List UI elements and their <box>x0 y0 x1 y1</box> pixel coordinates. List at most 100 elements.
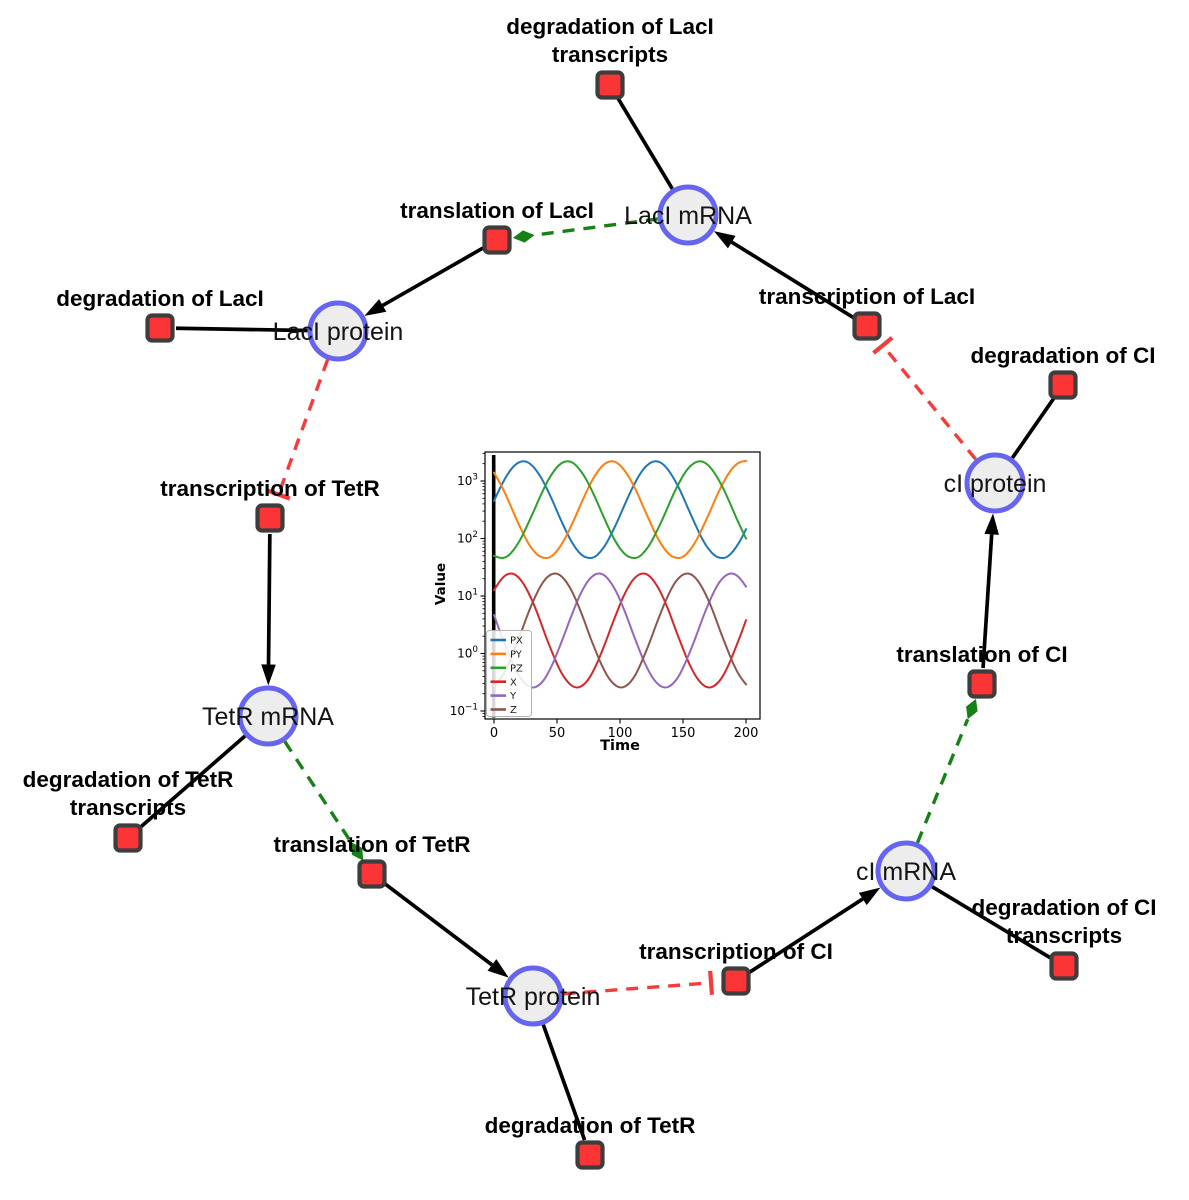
edge-catalysis-tetR_mRNA-to-transl_tetR-diamond-icon <box>351 842 364 861</box>
y-tick-label: 101 <box>457 588 478 604</box>
reaction-label-deg_lacI_tr: transcripts <box>552 42 668 67</box>
species-label-tetR_protein: TetR protein <box>466 983 601 1011</box>
species-label-lacI_mRNA: LacI mRNA <box>624 202 752 230</box>
chart-series-PY <box>493 459 747 560</box>
reaction-label-deg_tetR: degradation of TetR <box>485 1113 696 1138</box>
chart-x-axis-label: Time <box>600 738 640 754</box>
reaction-node-transc_cI <box>721 966 751 996</box>
legend-label-Z: Z <box>510 705 517 716</box>
edge-production-transc_lacI-to-lacI_mRNA-arrowhead-icon <box>713 231 736 249</box>
species-node-lacI_protein <box>307 300 369 362</box>
edge-consumption-cI_mRNA-to-deg_cI_tr <box>931 885 1052 960</box>
chart-series-PZ <box>493 460 747 560</box>
reaction-node-transc_tetR <box>255 503 285 533</box>
edge-production-transl_cI-to-cI_protein-arrowhead-icon <box>984 513 999 535</box>
edge-inhibition-tetR_protein-to-transc_cI <box>563 981 712 996</box>
reaction-label-transl_tetR: translation of TetR <box>273 832 470 857</box>
edge-production-transl_cI-to-cI_protein <box>981 534 994 669</box>
chart-frame <box>484 451 761 720</box>
species-label-cI_mRNA: cI mRNA <box>856 858 956 886</box>
edge-catalysis-tetR_mRNA-to-transl_tetR <box>283 740 353 844</box>
edge-consumption-cI_protein-to-deg_cI <box>1010 397 1056 459</box>
edge-consumption-lacI_protein-to-deg_lacI <box>175 326 308 333</box>
edge-production-transc_cI-to-cI_mRNA <box>748 897 864 974</box>
edge-inhibition-lacI_protein-to-transc_tetR <box>276 359 330 496</box>
edge-production-transc_cI-to-cI_mRNA-arrowhead-icon <box>858 887 881 906</box>
reaction-node-transc_lacI <box>852 311 882 341</box>
edge-production-transl_tetR-to-tetR_protein <box>383 882 494 967</box>
edge-production-transl_lacI-to-lacI_protein-arrowhead-icon <box>364 299 387 316</box>
reaction-label-transc_lacI: transcription of LacI <box>759 284 975 309</box>
edge-production-transl_lacI-to-lacI_protein <box>381 246 485 308</box>
edge-inhibition-cI_protein-to-transc_lacI-tbar-icon <box>872 336 894 355</box>
reaction-label-transl_lacI: translation of LacI <box>400 198 594 223</box>
edge-inhibition-cI_protein-to-transc_lacI <box>881 344 978 461</box>
species-node-cI_protein <box>964 452 1026 514</box>
reaction-label-deg_tetR_tr: transcripts <box>70 795 186 820</box>
legend-label-PX: PX <box>510 636 523 647</box>
y-tick-label: 102 <box>457 530 478 546</box>
reaction-node-deg_lacI <box>145 313 175 343</box>
reaction-label-deg_tetR_tr: degradation of TetR <box>23 767 234 792</box>
edge-production-transc_lacI-to-lacI_mRNA <box>730 240 855 320</box>
reaction-label-deg_lacI: degradation of LacI <box>56 286 264 311</box>
edge-consumption-tetR_mRNA-to-deg_tetR_tr <box>138 734 247 829</box>
reaction-node-transl_cI <box>967 669 997 699</box>
edge-catalysis-lacI_mRNA-to-transl_lacI-diamond-icon <box>512 230 535 243</box>
y-tick-label: 10−1 <box>450 703 478 719</box>
x-tick-label: 100 <box>608 726 633 741</box>
edge-consumption-tetR_protein-to-deg_tetR <box>541 1024 587 1141</box>
species-node-tetR_protein <box>502 965 564 1027</box>
chart-series-Y <box>493 572 747 689</box>
nodes-layer <box>113 70 1079 1170</box>
edge-consumption-lacI_mRNA-to-deg_lacI_tr <box>616 97 674 190</box>
x-tick-label: 0 <box>490 726 498 741</box>
x-tick-label: 50 <box>549 726 566 741</box>
chart-y-axis-label: Value <box>433 562 449 606</box>
edges-layer <box>138 97 1056 1141</box>
chart-series-Z <box>493 572 747 689</box>
y-tick-label: 103 <box>457 473 478 489</box>
reaction-node-deg_cI_tr <box>1049 951 1079 981</box>
edge-production-transl_tetR-to-tetR_protein-arrowhead-icon <box>487 959 509 978</box>
reaction-label-deg_lacI_tr: degradation of LacI <box>506 14 714 39</box>
edge-inhibition-lacI_protein-to-transc_tetR-tbar-icon <box>266 488 291 501</box>
edge-production-transc_tetR-to-tetR_mRNA <box>266 533 272 665</box>
species-node-cI_mRNA <box>875 840 937 902</box>
chart-legend-box <box>486 630 532 717</box>
species-label-cI_protein: cI protein <box>944 470 1047 498</box>
reaction-node-transl_tetR <box>357 859 387 889</box>
reaction-label-deg_cI_tr: degradation of CI <box>972 895 1157 920</box>
legend-label-Y: Y <box>509 691 517 702</box>
x-tick-label: 150 <box>671 726 696 741</box>
species-node-lacI_mRNA <box>657 184 719 246</box>
reaction-node-deg_tetR <box>575 1140 605 1170</box>
species-node-tetR_mRNA <box>237 685 299 747</box>
species-label-tetR_mRNA: TetR mRNA <box>202 703 334 731</box>
reaction-label-transl_cI: translation of CI <box>896 642 1067 667</box>
reaction-label-deg_cI: degradation of CI <box>971 343 1156 368</box>
chart-series-X <box>493 572 747 689</box>
chart-series-PX <box>493 460 747 560</box>
reaction-node-transl_lacI <box>482 225 512 255</box>
edge-production-transc_tetR-to-tetR_mRNA-arrowhead-icon <box>261 664 276 686</box>
reaction-node-deg_tetR_tr <box>113 823 143 853</box>
chart-background <box>430 440 770 765</box>
legend-label-X: X <box>510 677 517 688</box>
reaction-label-transc_tetR: transcription of TetR <box>160 476 380 501</box>
x-tick-label: 200 <box>734 726 759 741</box>
edge-inhibition-tetR_protein-to-transc_cI-tbar-icon <box>708 970 715 995</box>
reaction-node-deg_cI <box>1048 370 1078 400</box>
legend-label-PZ: PZ <box>510 663 523 674</box>
species-label-lacI_protein: LacI protein <box>273 318 404 346</box>
inset-chart: 10−1 100 101 102 103 0 50 100 150 200 PX PY PZ XYZ <box>430 440 770 765</box>
reaction-label-transc_cI: transcription of CI <box>639 939 833 964</box>
reaction-node-deg_lacI_tr <box>595 70 625 100</box>
legend-label-PY: PY <box>510 650 523 661</box>
edge-catalysis-cI_mRNA-to-transl_cI-diamond-icon <box>966 698 978 720</box>
reaction-label-deg_cI_tr: transcripts <box>1006 923 1122 948</box>
edge-catalysis-cI_mRNA-to-transl_cI <box>915 718 970 844</box>
y-tick-label: 100 <box>457 645 478 661</box>
